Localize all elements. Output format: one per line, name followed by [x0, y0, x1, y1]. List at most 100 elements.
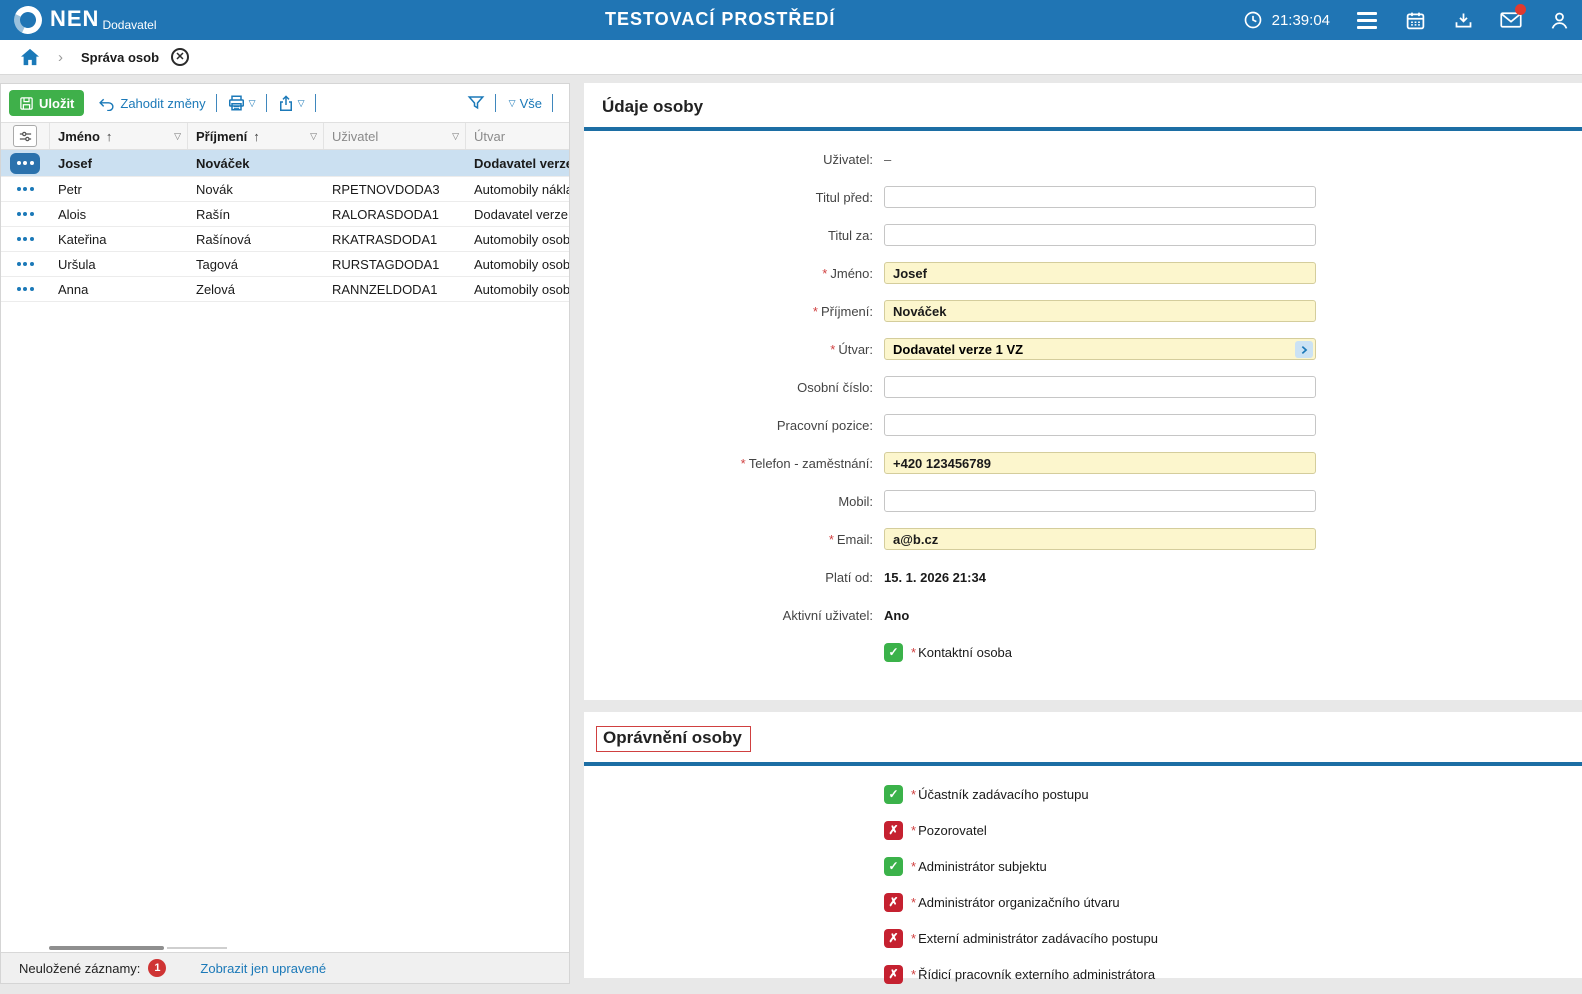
breadcrumb: › Správa osob ✕	[0, 40, 1582, 75]
permission-checkbox[interactable]	[884, 856, 903, 876]
breadcrumb-tab-label[interactable]: Správa osob	[81, 49, 160, 65]
cell-jmeno: Josef	[58, 155, 92, 171]
row-actions-icon[interactable]	[10, 152, 40, 174]
aktivni-uzivatel-value: Ano	[884, 607, 910, 623]
table-header-row: Jméno ↑ ▽ Příjmení ↑ ▽ Uživatel ▽ Útvar	[1, 122, 569, 150]
field-kontaktni-osoba: *Kontaktní osoba	[584, 642, 1582, 662]
brand-subtitle: Dodavatel	[102, 18, 157, 32]
horizontal-scrollbar[interactable]	[49, 946, 164, 950]
row-actions-icon[interactable]	[16, 237, 34, 241]
table-row[interactable]: Josef Nováček Dodavatel verze	[1, 150, 569, 177]
osobni-cislo-input[interactable]	[884, 376, 1316, 398]
telefon-input[interactable]	[884, 452, 1316, 474]
calendar-icon[interactable]	[1404, 9, 1426, 31]
pracovni-pozice-input[interactable]	[884, 414, 1316, 436]
column-filter-icon[interactable]: ▽	[310, 130, 317, 141]
menu-icon[interactable]	[1356, 9, 1378, 31]
column-settings-icon[interactable]	[13, 125, 37, 147]
print-dropdown-icon[interactable]: ▽	[248, 97, 256, 108]
print-icon[interactable]	[227, 94, 246, 112]
required-marker: *	[911, 786, 917, 802]
required-marker: *	[822, 265, 828, 281]
column-header-jmeno[interactable]: Jméno ↑ ▽	[49, 123, 187, 149]
mail-icon[interactable]	[1500, 4, 1526, 31]
mail-notification-badge	[1515, 4, 1526, 15]
cell-prijmeni: Tagová	[196, 256, 238, 272]
titul-pred-input[interactable]	[884, 186, 1316, 208]
titul-za-input[interactable]	[884, 224, 1316, 246]
cell-prijmeni: Rašínová	[196, 231, 251, 247]
discard-changes-button[interactable]: Zahodit změny	[98, 96, 206, 111]
horizontal-scrollbar-track	[167, 947, 227, 949]
nen-logo-icon	[10, 2, 46, 38]
column-header-uzivatel[interactable]: Uživatel ▽	[323, 123, 465, 149]
home-icon[interactable]	[20, 48, 40, 66]
column-filter-icon[interactable]: ▽	[174, 130, 181, 141]
app-logo[interactable]: NEN Dodavatel	[10, 2, 157, 38]
permission-checkbox[interactable]	[884, 784, 903, 804]
row-actions-icon[interactable]	[16, 262, 34, 266]
user-profile-icon[interactable]	[1548, 9, 1570, 31]
field-utvar: * Útvar: Dodavatel verze 1 VZ	[584, 338, 1582, 360]
cell-utvar: Automobily osob	[474, 281, 569, 297]
column-header-prijmeni[interactable]: Příjmení ↑ ▽	[187, 123, 323, 149]
required-marker: *	[911, 966, 917, 982]
scope-selector[interactable]: Vše	[519, 95, 542, 111]
permission-checkbox[interactable]	[884, 892, 903, 912]
utvar-open-icon[interactable]	[1295, 341, 1313, 358]
utvar-value: Dodavatel verze 1 VZ	[893, 341, 1024, 357]
cell-prijmeni: Novák	[196, 181, 233, 197]
table-row[interactable]: Anna Zelová RANNZELDODA1 Automobily osob	[1, 277, 569, 302]
close-tab-icon[interactable]: ✕	[171, 48, 190, 66]
permission-checkbox[interactable]	[884, 964, 903, 984]
cell-utvar: Dodavatel verze 1	[474, 206, 569, 222]
prijmeni-input[interactable]	[884, 300, 1316, 322]
scope-dropdown-icon[interactable]: ▽	[508, 97, 516, 108]
mobil-input[interactable]	[884, 490, 1316, 512]
list-toolbar: Uložit Zahodit změny ▽ ▽ ▽ Vše	[1, 84, 569, 122]
toolbar-separator	[314, 94, 316, 112]
person-permissions-section: Oprávnění osoby *Účastník zadávacího pos…	[584, 712, 1582, 984]
email-input[interactable]	[884, 528, 1316, 550]
permission-admin-subjektu: *Administrátor subjektu	[584, 856, 1582, 876]
table-row[interactable]: Alois Rašín RALORASDODA1 Dodavatel verze…	[1, 202, 569, 227]
table-row[interactable]: Petr Novák RPETNOVDODA3 Automobily nákla	[1, 177, 569, 202]
row-actions-icon[interactable]	[16, 187, 34, 191]
field-osobni-cislo: Osobní číslo:	[584, 376, 1582, 398]
toolbar-separator	[215, 94, 217, 112]
table-row[interactable]: Kateřina Rašínová RKATRASDODA1 Automobil…	[1, 227, 569, 252]
utvar-picker[interactable]: Dodavatel verze 1 VZ	[884, 338, 1316, 360]
permission-pozorovatel: *Pozorovatel	[584, 820, 1582, 840]
jmeno-input[interactable]	[884, 262, 1316, 284]
current-time: 21:39:04	[1271, 11, 1330, 29]
cell-uzivatel: RURSTAGDODA1	[332, 256, 440, 272]
cell-jmeno: Petr	[58, 181, 82, 197]
save-button[interactable]: Uložit	[9, 90, 85, 116]
required-marker: *	[911, 822, 917, 838]
table-row[interactable]: Uršula Tagová RURSTAGDODA1 Automobily os…	[1, 252, 569, 277]
permission-admin-utvaru: *Administrátor organizačního útvaru	[584, 892, 1582, 912]
cell-uzivatel	[323, 150, 465, 176]
export-icon[interactable]	[277, 94, 295, 113]
permission-checkbox[interactable]	[884, 820, 903, 840]
show-modified-link[interactable]: Zobrazit jen upravené	[200, 960, 327, 976]
column-header-utvar[interactable]: Útvar	[465, 123, 569, 149]
cell-jmeno: Kateřina	[58, 231, 107, 247]
download-icon[interactable]	[1452, 9, 1474, 31]
sort-asc-icon: ↑	[105, 128, 113, 144]
field-titul-za: Titul za:	[584, 224, 1582, 246]
section-title-udaje-osoby: Údaje osoby	[602, 97, 704, 116]
row-actions-icon[interactable]	[16, 287, 34, 291]
column-filter-icon[interactable]: ▽	[452, 130, 459, 141]
permission-checkbox[interactable]	[884, 928, 903, 948]
toolbar-separator	[552, 94, 553, 112]
filter-icon[interactable]	[467, 94, 485, 112]
cell-uzivatel: RALORASDODA1	[332, 206, 439, 222]
export-dropdown-icon[interactable]: ▽	[297, 97, 305, 108]
top-header: NEN Dodavatel TESTOVACÍ PROSTŘEDÍ 21:39:…	[0, 0, 1582, 40]
row-actions-icon[interactable]	[16, 212, 34, 216]
clock-icon	[1242, 9, 1264, 31]
field-telefon: * Telefon - zaměstnání:	[584, 452, 1582, 474]
person-list-panel: Uložit Zahodit změny ▽ ▽ ▽ Vše	[0, 83, 570, 984]
kontaktni-osoba-checkbox[interactable]	[884, 642, 903, 662]
